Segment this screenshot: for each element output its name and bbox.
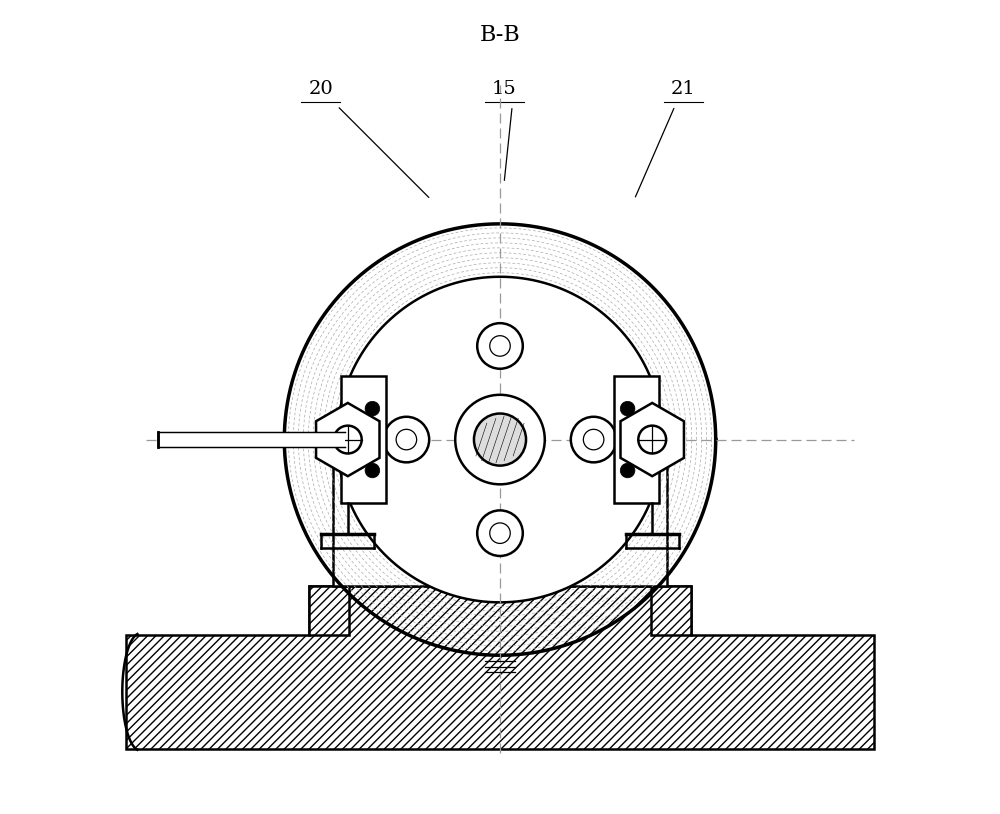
Text: B-B: B-B bbox=[480, 24, 520, 46]
Circle shape bbox=[365, 463, 380, 478]
Polygon shape bbox=[651, 586, 691, 635]
Circle shape bbox=[337, 277, 663, 602]
Circle shape bbox=[583, 429, 604, 450]
Polygon shape bbox=[333, 415, 667, 586]
Polygon shape bbox=[158, 432, 345, 447]
Circle shape bbox=[620, 401, 635, 416]
Polygon shape bbox=[341, 376, 386, 502]
Polygon shape bbox=[614, 376, 659, 502]
Circle shape bbox=[490, 335, 510, 357]
Circle shape bbox=[384, 417, 429, 462]
Circle shape bbox=[396, 429, 417, 450]
Text: 20: 20 bbox=[309, 80, 333, 98]
Circle shape bbox=[620, 463, 635, 478]
Circle shape bbox=[365, 401, 380, 416]
Text: 21: 21 bbox=[671, 80, 696, 98]
Polygon shape bbox=[620, 403, 684, 476]
Polygon shape bbox=[309, 586, 349, 635]
Polygon shape bbox=[316, 403, 380, 476]
Circle shape bbox=[490, 523, 510, 544]
Circle shape bbox=[638, 426, 666, 453]
Circle shape bbox=[455, 395, 545, 484]
Circle shape bbox=[477, 510, 523, 556]
Circle shape bbox=[571, 417, 616, 462]
Circle shape bbox=[477, 323, 523, 369]
Circle shape bbox=[474, 414, 526, 466]
Text: 15: 15 bbox=[492, 80, 516, 98]
Polygon shape bbox=[126, 586, 874, 749]
Circle shape bbox=[334, 426, 362, 453]
